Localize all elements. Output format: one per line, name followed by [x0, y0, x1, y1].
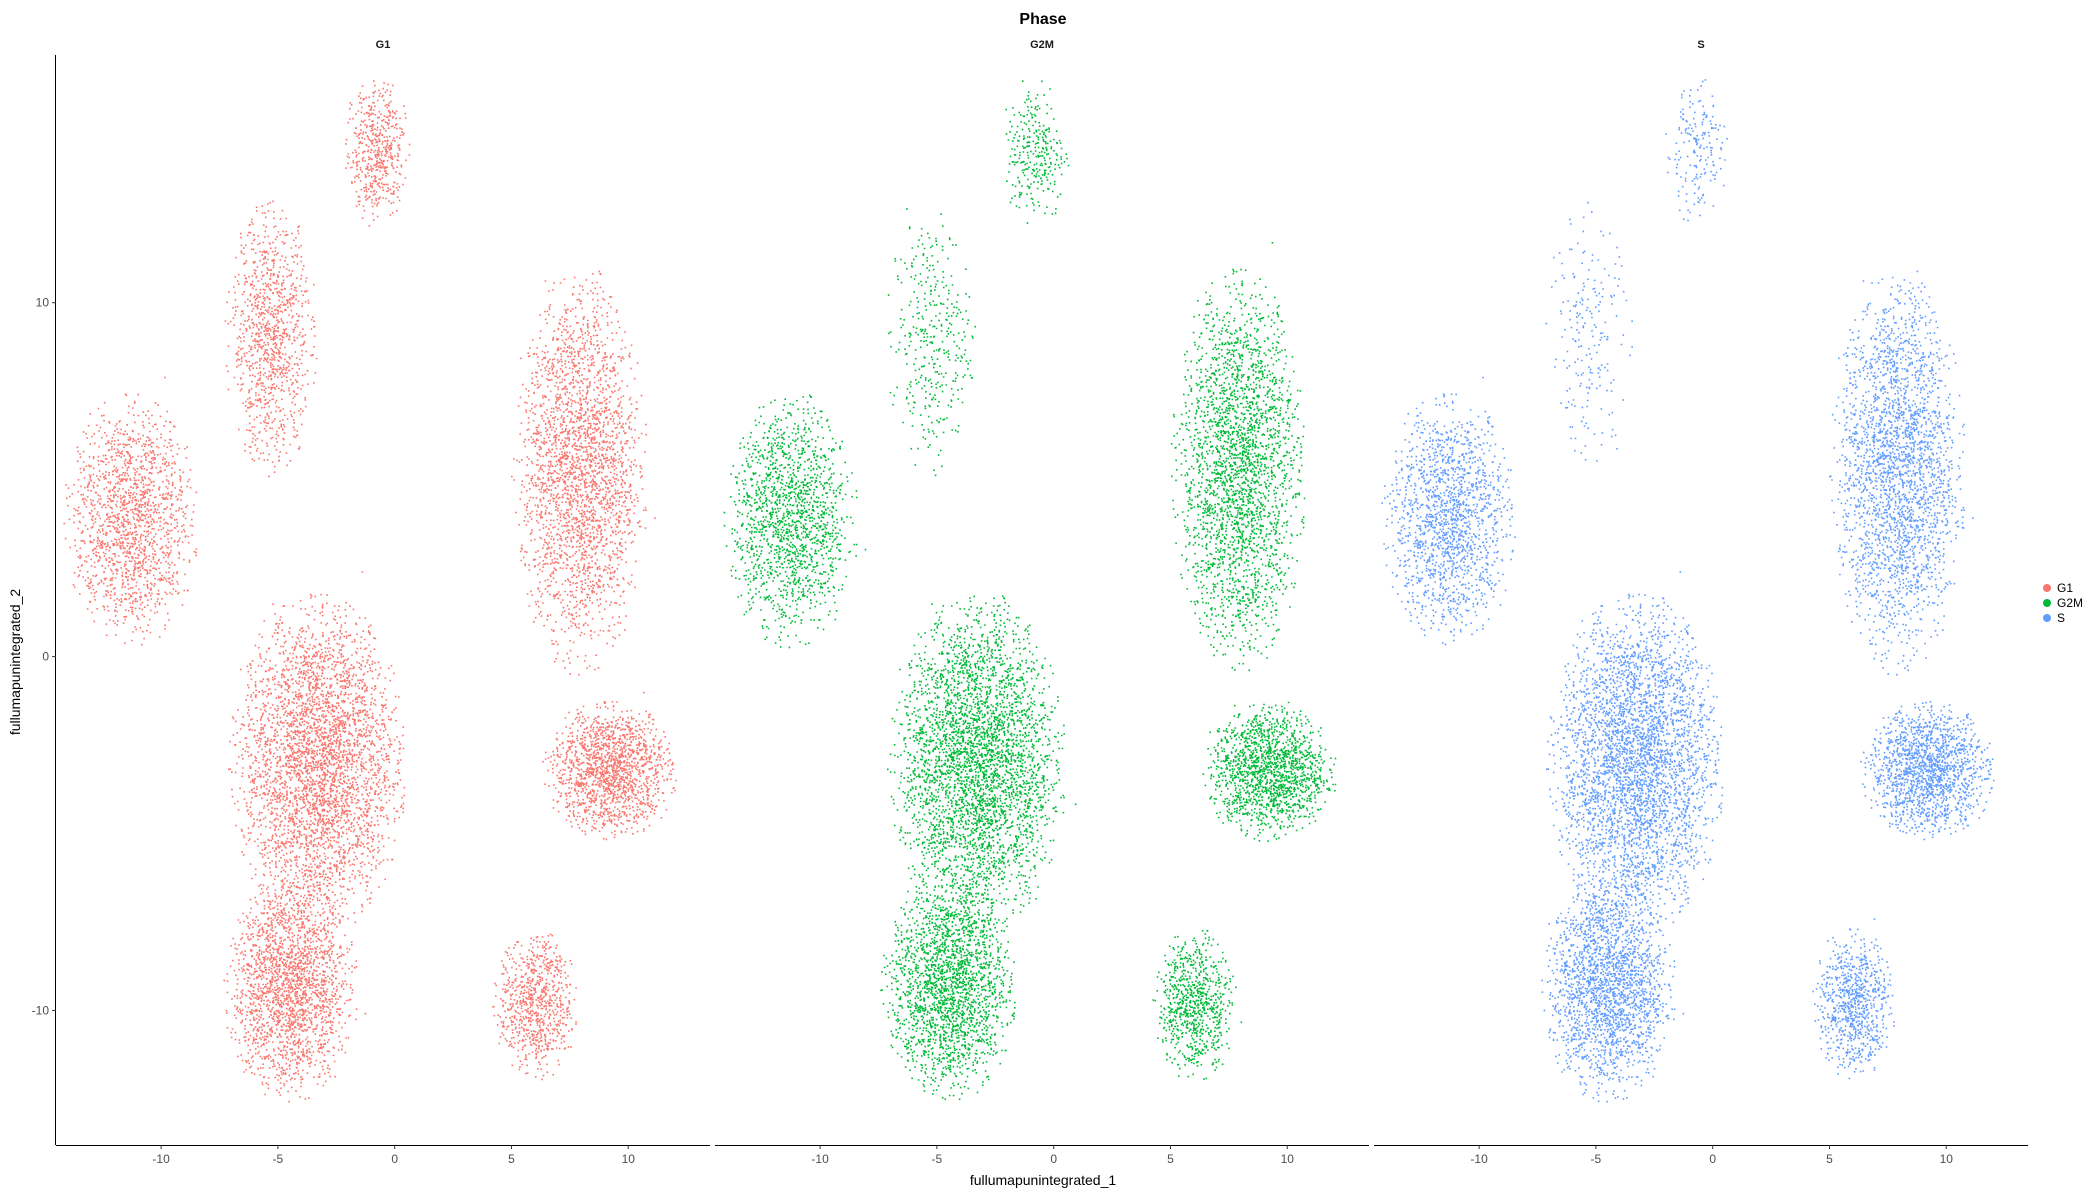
cell-points: [63, 80, 677, 1103]
scatter-points: [1381, 79, 1995, 1103]
x-tick-label: -5: [932, 1152, 943, 1166]
x-tick-label: -10: [152, 1152, 170, 1166]
x-tick-label: 0: [1709, 1152, 1716, 1166]
y-tick-label: 0: [42, 650, 49, 664]
facet-panels: G1 -10 -5 0 5 10 -10 0 10 G2M -10 -5 0 5 10 S -10 -5 0 5 10: [32, 39, 2028, 1166]
legend-label: G1: [2057, 581, 2073, 595]
x-tick-label: -5: [273, 1152, 284, 1166]
facet-strip-label: G2M: [1030, 39, 1054, 51]
x-axis-label: fullumapunintegrated_1: [970, 1172, 1117, 1188]
y-tick-label: 10: [36, 296, 50, 310]
legend-item-g1: G1: [2043, 581, 2073, 595]
legend-label: G2M: [2057, 596, 2083, 610]
x-tick-label: 5: [508, 1152, 515, 1166]
legend-item-g2m: G2M: [2043, 596, 2083, 610]
scatter-points: [723, 80, 1337, 1101]
y-axis-label: fullumapunintegrated_2: [7, 589, 23, 736]
cell-points: [723, 80, 1337, 1101]
facet-g2m: G2M -10 -5 0 5 10: [715, 39, 1369, 1166]
x-tick-label: -5: [1591, 1152, 1602, 1166]
facet-strip-label: G1: [376, 39, 391, 51]
y-tick-label: -10: [32, 1004, 50, 1018]
x-tick-label: 10: [1940, 1152, 1954, 1166]
facet-strip-label: S: [1697, 39, 1704, 51]
x-tick-label: 10: [1281, 1152, 1295, 1166]
x-tick-label: -10: [1470, 1152, 1488, 1166]
legend-label: S: [2057, 611, 2065, 625]
facet-g1: G1 -10 -5 0 5 10 -10 0 10: [32, 39, 710, 1166]
x-tick-label: 0: [1050, 1152, 1057, 1166]
scatter-points: [63, 80, 677, 1103]
legend-key: [2043, 584, 2051, 592]
x-tick-label: 5: [1826, 1152, 1833, 1166]
x-tick-label: 0: [391, 1152, 398, 1166]
legend-key: [2043, 599, 2051, 607]
x-tick-label: 5: [1167, 1152, 1174, 1166]
legend-key: [2043, 614, 2051, 622]
x-tick-label: -10: [811, 1152, 829, 1166]
cell-points: [1381, 79, 1995, 1103]
legend-item-s: S: [2043, 611, 2065, 625]
figure-title: Phase: [1019, 11, 1066, 28]
x-tick-label: 10: [622, 1152, 636, 1166]
facet-s: S -10 -5 0 5 10: [1374, 39, 2028, 1166]
